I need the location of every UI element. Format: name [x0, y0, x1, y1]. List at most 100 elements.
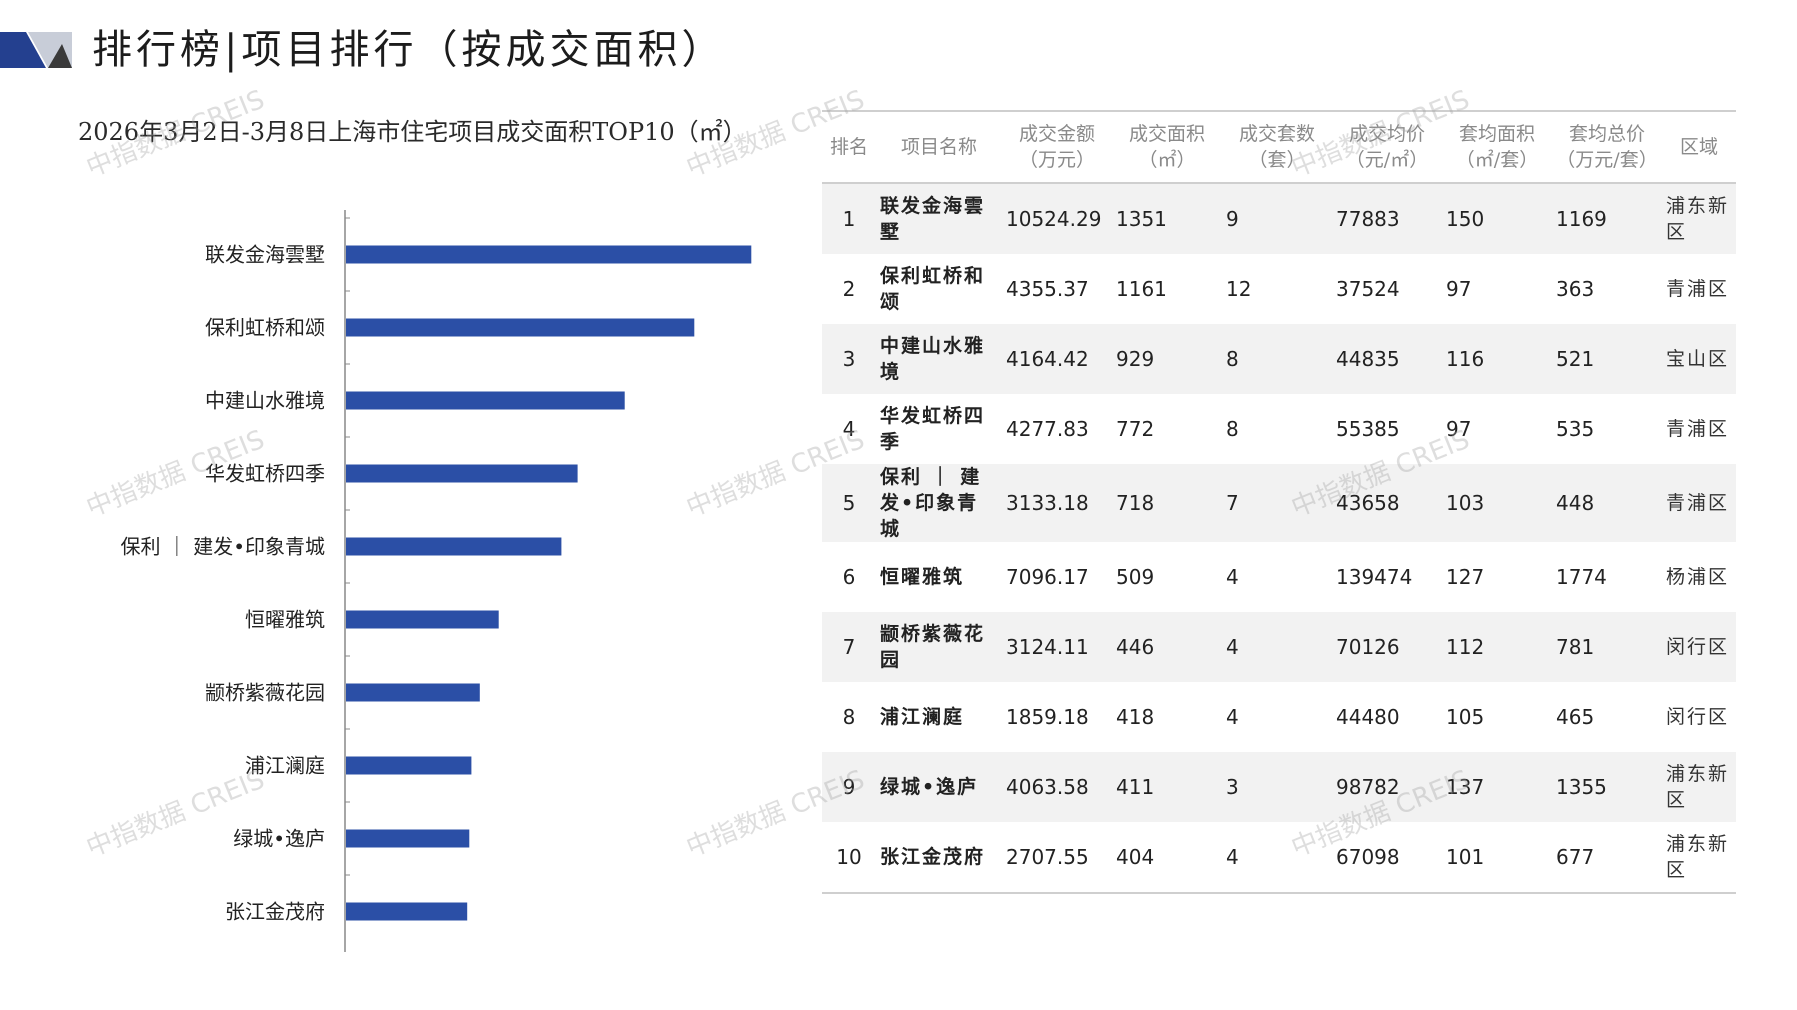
table-cell: 青浦区	[1666, 418, 1730, 440]
table-cell: 闵行区	[1662, 612, 1736, 682]
table-cell: 404	[1112, 822, 1222, 894]
table-cell: 7	[822, 612, 876, 682]
table-cell: 4	[1222, 612, 1332, 682]
table-cell: 465	[1556, 705, 1595, 729]
table-cell: 139474	[1336, 565, 1413, 589]
table-cell: 97	[1446, 277, 1472, 301]
table-cell: 8	[1226, 417, 1239, 441]
table-cell: 718	[1112, 464, 1222, 542]
table-cell: 112	[1442, 612, 1552, 682]
table-cell: 1161	[1116, 277, 1167, 301]
column-header: 套均面积 （㎡/套）	[1442, 110, 1552, 184]
table-cell: 恒曜雅筑	[880, 566, 965, 588]
table-cell: 103	[1442, 464, 1552, 542]
table-cell: 浦江澜庭	[880, 706, 965, 728]
table-cell: 8	[842, 705, 856, 729]
table-cell: 418	[1116, 705, 1155, 729]
table-cell: 中建山水雅境	[876, 324, 1002, 394]
table-cell: 7096.17	[1006, 565, 1089, 589]
table-cell: 411	[1112, 752, 1222, 822]
table-cell: 3	[1222, 752, 1332, 822]
bar	[346, 245, 752, 264]
table-cell: 4	[1226, 565, 1239, 589]
column-header: 成交金额 （万元）	[1002, 110, 1112, 184]
table-cell: 521	[1552, 324, 1662, 394]
page-header: 排行榜|项目排行（按成交面积）	[0, 22, 900, 78]
bar	[346, 902, 468, 921]
category-label: 中建山水雅境	[205, 389, 325, 413]
table-cell: 青浦区	[1662, 464, 1736, 542]
table-cell: 9	[822, 752, 876, 822]
category-label: 浦江澜庭	[245, 754, 325, 778]
bar	[346, 829, 470, 848]
table-cell: 杨浦区	[1666, 566, 1730, 588]
table-cell: 10	[822, 822, 876, 894]
table-cell: 7	[1222, 464, 1332, 542]
category-label: 保利 ｜ 建发•印象青城	[120, 535, 325, 559]
table-cell: 67098	[1332, 822, 1442, 894]
table-row: 4 华发虹桥四季 4277.83 772 8 55385 97 535 青浦区	[822, 394, 1736, 464]
column-header: 成交套数 （套）	[1222, 110, 1332, 184]
table-row: 5 保利 ｜ 建发•印象青城 3133.18 718 7 43658 103 448 青浦区	[822, 464, 1736, 542]
table-cell: 4	[1222, 822, 1332, 894]
column-header: 成交均价 （元/㎡）	[1332, 110, 1442, 184]
table-cell: 4355.37	[1006, 277, 1089, 301]
logo-dark-shape	[0, 32, 46, 68]
table-cell: 1	[822, 183, 876, 254]
bar	[346, 683, 480, 702]
table-body: 1 联发金海雲墅 10524.29 1351 9 77883 150 1169 浦东新区 2 保利虹…	[822, 183, 1736, 894]
table-cell: 10524.29	[1002, 183, 1112, 254]
category-label: 联发金海雲墅	[205, 243, 325, 267]
table-row: 10 张江金茂府 2707.55 404 4 67098 101 677 浦东新区	[822, 822, 1736, 894]
table-cell: 1351	[1112, 183, 1222, 254]
ranking-table-container: 排名 项目名称 成交金额 （万元） 成交面积 （㎡） 成交套数 （套） 成交均价 （元/㎡…	[822, 110, 1736, 894]
table-cell: 44480	[1336, 705, 1400, 729]
table-cell: 535	[1556, 417, 1595, 441]
table-cell: 颛桥紫薇花园	[876, 612, 1002, 682]
category-label: 颛桥紫薇花园	[205, 681, 325, 705]
table-row: 1 联发金海雲墅 10524.29 1351 9 77883 150 1169 浦东新区	[822, 183, 1736, 254]
table-row: 8 浦江澜庭 1859.18 418 4 44480 105 465 闵行区	[822, 682, 1736, 752]
table-cell: 1774	[1556, 565, 1607, 589]
column-header: 套均总价 （万元/套）	[1552, 110, 1662, 184]
table-cell: 37524	[1336, 277, 1400, 301]
table-cell: 150	[1442, 183, 1552, 254]
table-cell: 2	[842, 277, 856, 301]
table-cell: 772	[1116, 417, 1155, 441]
table-cell: 浦东新区	[1662, 752, 1736, 822]
ranking-table: 排名 项目名称 成交金额 （万元） 成交面积 （㎡） 成交套数 （套） 成交均价 （元/㎡…	[822, 110, 1736, 894]
table-cell: 446	[1112, 612, 1222, 682]
logo-accent-shape	[48, 44, 72, 68]
table-cell: 3	[822, 324, 876, 394]
category-label: 张江金茂府	[225, 900, 325, 924]
table-row: 9 绿城•逸庐 4063.58 411 3 98782 137 1355 浦东新区	[822, 752, 1736, 822]
table-cell: 105	[1446, 705, 1485, 729]
table-cell: 华发虹桥四季	[880, 405, 986, 453]
bar	[346, 537, 562, 556]
category-label: 保利虹桥和颂	[205, 316, 325, 340]
table-cell: 张江金茂府	[876, 822, 1002, 894]
category-label: 绿城•逸庐	[233, 827, 325, 851]
table-cell: 12	[1226, 277, 1252, 301]
table-cell: 509	[1116, 565, 1155, 589]
chart-title: 2026年3月2日-3月8日上海市住宅项目成交面积TOP10（㎡）	[78, 118, 747, 146]
table-header: 排名 项目名称 成交金额 （万元） 成交面积 （㎡） 成交套数 （套） 成交均价 （元/㎡…	[822, 110, 1736, 184]
category-label: 恒曜雅筑	[245, 608, 325, 632]
table-row: 2 保利虹桥和颂 4355.37 1161 12 37524 97 363 青浦区	[822, 254, 1736, 324]
table-cell: 保利 ｜ 建发•印象青城	[876, 464, 1002, 542]
table-cell: 55385	[1336, 417, 1400, 441]
table-cell: 6	[842, 565, 856, 589]
column-header: 区域	[1662, 110, 1736, 184]
table-cell: 97	[1446, 417, 1472, 441]
bar	[346, 318, 695, 337]
category-label: 华发虹桥四季	[205, 462, 325, 486]
table-cell: 781	[1552, 612, 1662, 682]
table-cell: 9	[1222, 183, 1332, 254]
table-cell: 5	[822, 464, 876, 542]
table-cell: 1859.18	[1006, 705, 1089, 729]
table-cell: 保利虹桥和颂	[880, 265, 986, 313]
table-cell: 3124.11	[1002, 612, 1112, 682]
table-cell: 137	[1442, 752, 1552, 822]
bar	[346, 464, 578, 483]
